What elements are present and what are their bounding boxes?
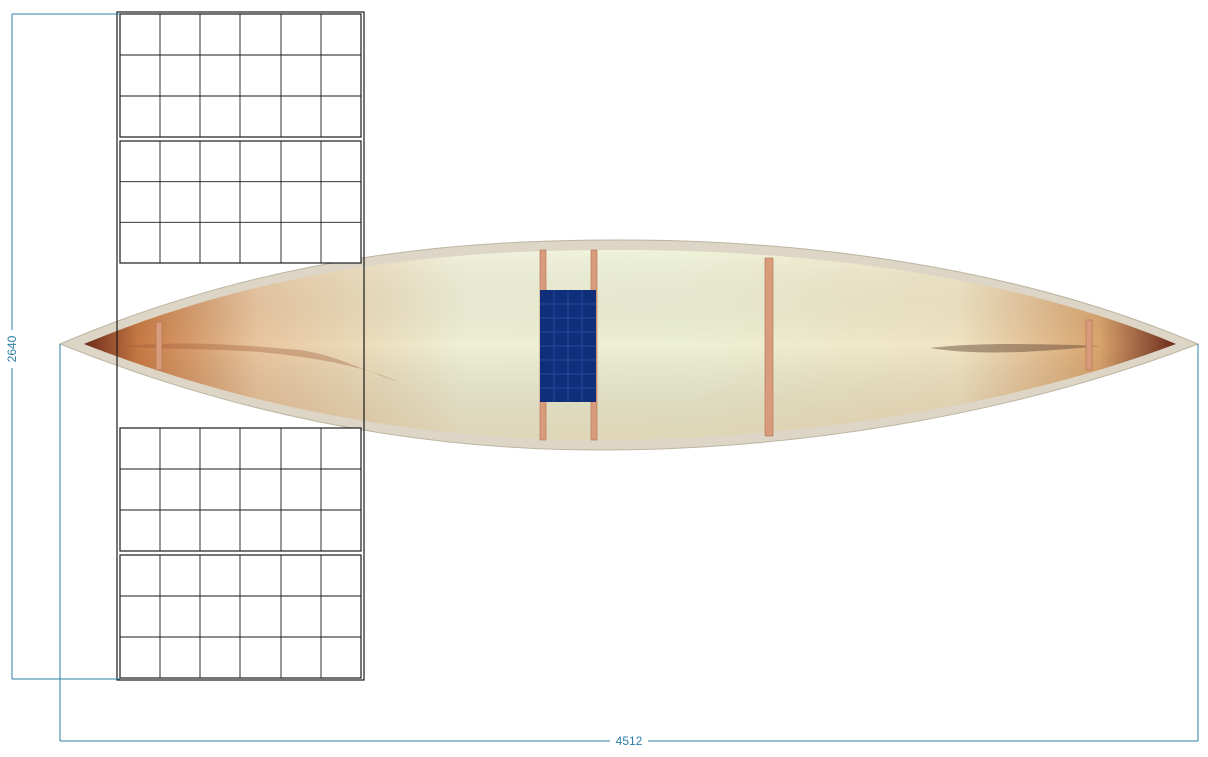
hull-shading (84, 250, 1176, 440)
canoe-hull (58, 239, 1200, 451)
grid-panel (119, 140, 362, 264)
grid-panel (119, 427, 362, 552)
thwart-center (764, 257, 774, 437)
hull-keel-shadow (120, 343, 400, 382)
panel-frame (116, 11, 365, 681)
length-dimension (59, 344, 1199, 742)
grid-panel (119, 554, 362, 679)
length-dimension-label: 4512 (616, 734, 643, 748)
grid-panels (116, 11, 365, 681)
hull-keel-shadow-stern (930, 344, 1100, 353)
woven-seat (540, 290, 596, 402)
thwart-bow (155, 321, 163, 371)
thwart-stern (1085, 319, 1093, 371)
height-dimension (11, 13, 120, 680)
height-dimension-label: 2640 (5, 335, 19, 362)
grid-panel (119, 13, 362, 138)
